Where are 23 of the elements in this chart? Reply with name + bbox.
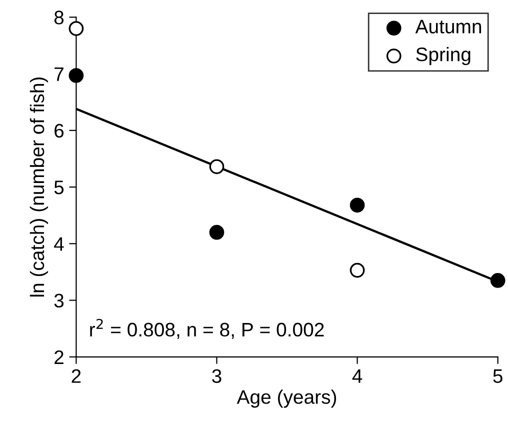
y-tick-label: 2 — [54, 350, 64, 364]
y-tick-label: 5 — [54, 180, 64, 194]
legend-label: Spring — [416, 47, 470, 66]
x-axis-title: Age (years) — [236, 390, 336, 408]
point — [209, 224, 224, 240]
x-tick-label: 4 — [352, 369, 362, 383]
point — [490, 273, 506, 288]
point — [68, 68, 84, 83]
point — [350, 262, 365, 278]
point — [68, 21, 84, 36]
y-tick-label: 6 — [54, 124, 64, 138]
x-tick-label: 2 — [72, 369, 81, 383]
x-tick-label: 3 — [212, 369, 222, 383]
point — [350, 198, 365, 213]
annotation: r$^{2}$ = 0.808, n = 8, P = 0.002 — [90, 318, 324, 339]
y-tick-label: 4 — [54, 237, 64, 251]
legend-label: Autumn — [415, 20, 482, 34]
y-tick-label: 3 — [54, 294, 64, 308]
y-tick-label: 7 — [54, 67, 64, 81]
x-tick-label: 5 — [493, 369, 502, 383]
y-axis-title: ln (catch) (number of fish) — [30, 77, 48, 296]
point — [209, 159, 224, 174]
y-tick-label: 8 — [54, 10, 64, 24]
